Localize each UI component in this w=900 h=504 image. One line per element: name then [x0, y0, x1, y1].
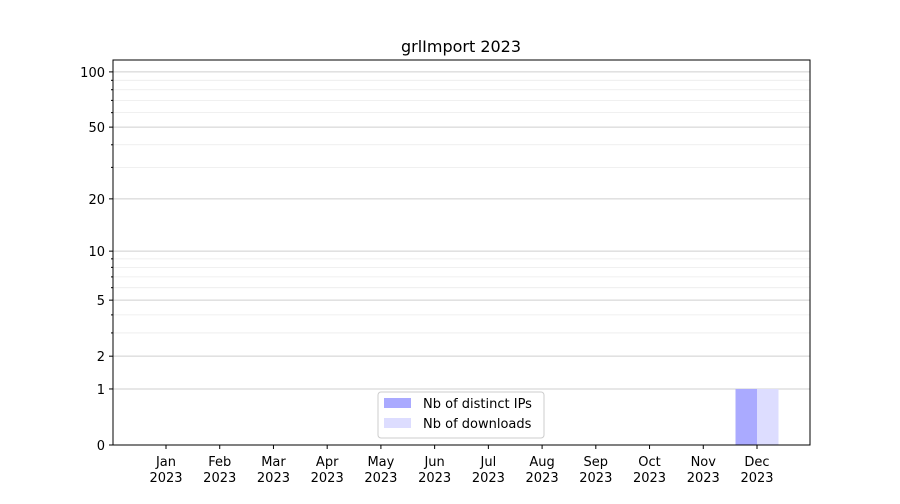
y-tick-label: 100 — [80, 66, 105, 81]
chart-title: grlImport 2023 — [401, 37, 521, 56]
legend-label: Nb of distinct IPs — [423, 397, 532, 412]
legend: Nb of distinct IPs Nb of downloads — [377, 391, 545, 439]
x-tick-label: Aug 2023 — [526, 455, 559, 486]
legend-frame — [377, 391, 545, 439]
x-tick-label: Oct 2023 — [633, 455, 666, 486]
bar-nb-of-downloads — [757, 388, 779, 445]
x-tick-label: Mar 2023 — [257, 455, 290, 486]
y-tick-label: 2 — [97, 350, 105, 365]
y-tick-label: 50 — [88, 121, 105, 136]
y-tick-label: 5 — [97, 294, 105, 309]
x-tick-label: May 2023 — [364, 455, 397, 486]
x-tick-label: Nov 2023 — [687, 455, 720, 486]
legend-swatch — [384, 398, 411, 408]
bar-nb-of-distinct-ips — [735, 388, 757, 445]
y-tick-label: 20 — [88, 193, 105, 208]
legend-swatch — [384, 418, 411, 428]
legend-label: Nb of downloads — [423, 417, 532, 432]
x-tick-label: Sep 2023 — [579, 455, 612, 486]
x-tick-label: Jun 2023 — [418, 455, 451, 486]
y-tick-label: 1 — [97, 383, 105, 398]
y-tick-label: 0 — [97, 439, 105, 454]
x-tick-label: Apr 2023 — [311, 455, 344, 486]
axes-frame — [112, 59, 811, 446]
x-tick-label: Dec 2023 — [740, 455, 773, 486]
x-tick-label: Jan 2023 — [149, 455, 182, 486]
x-tick-label: Feb 2023 — [203, 455, 236, 486]
y-tick-label: 10 — [88, 245, 105, 260]
x-tick-label: Jul 2023 — [472, 455, 505, 486]
